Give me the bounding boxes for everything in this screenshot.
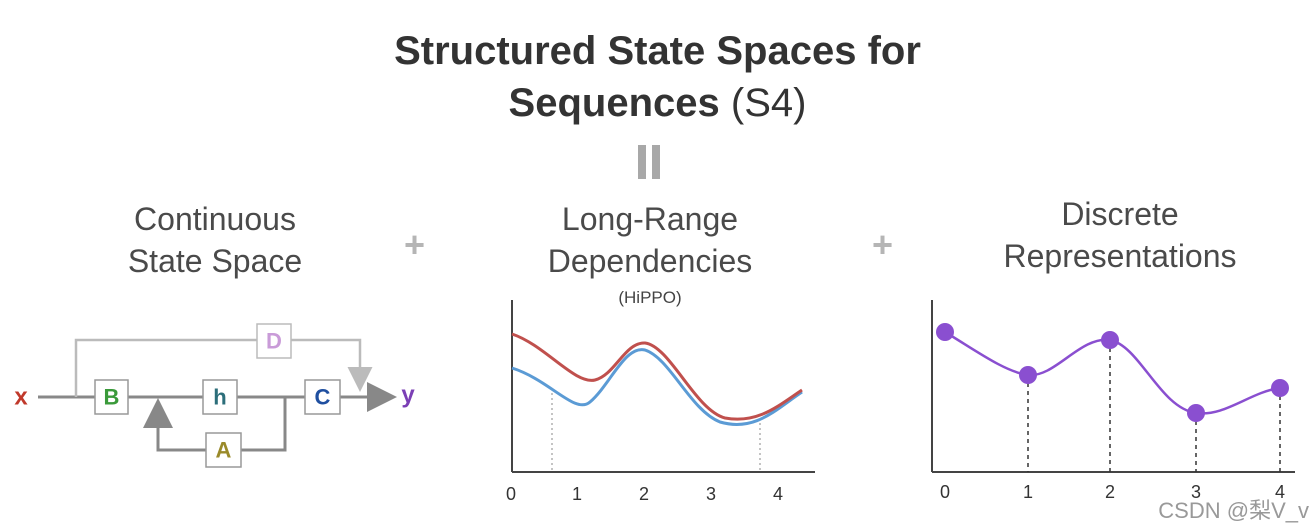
middle-panel-subtitle: (HiPPO) xyxy=(618,288,682,307)
mid-tick-2: 2 xyxy=(639,484,649,504)
mid-tick-1: 1 xyxy=(572,484,582,504)
sample-point-2 xyxy=(1101,331,1119,349)
line-d-right xyxy=(291,338,373,392)
input-x-label: x xyxy=(14,384,28,411)
main-title-text: Structured State Spaces for xyxy=(394,29,921,73)
discrete-plot: 0 1 2 3 4 xyxy=(931,300,1295,502)
sample-point-3 xyxy=(1187,404,1205,422)
box-c-label: C xyxy=(315,385,331,410)
box-d xyxy=(256,323,292,359)
middle-panel-title: Long-Range Dependencies xyxy=(520,198,780,282)
right-tick-2: 2 xyxy=(1105,482,1115,502)
right-panel-title: Discrete Representations xyxy=(980,193,1260,277)
watermark: CSDN @梨V_v xyxy=(1158,498,1309,523)
box-b-label: B xyxy=(104,385,120,410)
blue-curve xyxy=(511,348,803,426)
plus-icon-2: + xyxy=(872,224,894,265)
right-tick-4: 4 xyxy=(1275,482,1285,502)
left-title-line2: State Space xyxy=(127,243,303,279)
box-d-label: D xyxy=(266,329,282,354)
box-h-label: h xyxy=(213,385,226,410)
left-title-line1: Continuous xyxy=(134,201,296,237)
right-title-line2: Representations xyxy=(1003,238,1237,274)
middle-title-line2: Dependencies xyxy=(547,243,753,279)
sample-point-1 xyxy=(1019,366,1037,384)
right-tick-3: 3 xyxy=(1191,482,1201,502)
right-tick-0: 0 xyxy=(940,482,950,502)
left-panel-title: Continuous State Space xyxy=(90,198,340,282)
main-title-s4: (S4) xyxy=(730,81,807,125)
box-b xyxy=(94,379,129,415)
box-a-label: A xyxy=(216,438,232,463)
box-c xyxy=(304,379,341,415)
equals-icon xyxy=(636,145,662,179)
line-d-left xyxy=(74,338,257,397)
right-title-line1: Discrete xyxy=(1061,196,1179,232)
state-space-diagram: x y B h C D A xyxy=(14,323,415,468)
right-tick-1: 1 xyxy=(1023,482,1033,502)
box-a xyxy=(205,432,242,468)
output-y-label: y xyxy=(401,382,415,409)
main-title-sequences: Sequences xyxy=(508,81,720,125)
mid-tick-0: 0 xyxy=(506,484,516,504)
line-a-right xyxy=(241,397,287,452)
hippo-plot: 0 1 2 3 4 xyxy=(506,300,815,504)
mid-tick-4: 4 xyxy=(773,484,783,504)
main-title-line2: Sequences (S4) xyxy=(0,78,1315,128)
plus-icon-1: + xyxy=(404,224,426,265)
box-h xyxy=(202,379,238,415)
main-title-line1: Structured State Spaces for xyxy=(0,26,1315,76)
sample-point-4 xyxy=(1271,379,1289,397)
red-curve xyxy=(511,332,803,421)
mid-tick-3: 3 xyxy=(706,484,716,504)
sample-point-0 xyxy=(936,323,954,341)
middle-title-line1: Long-Range xyxy=(561,201,739,237)
line-a-left xyxy=(143,398,206,452)
